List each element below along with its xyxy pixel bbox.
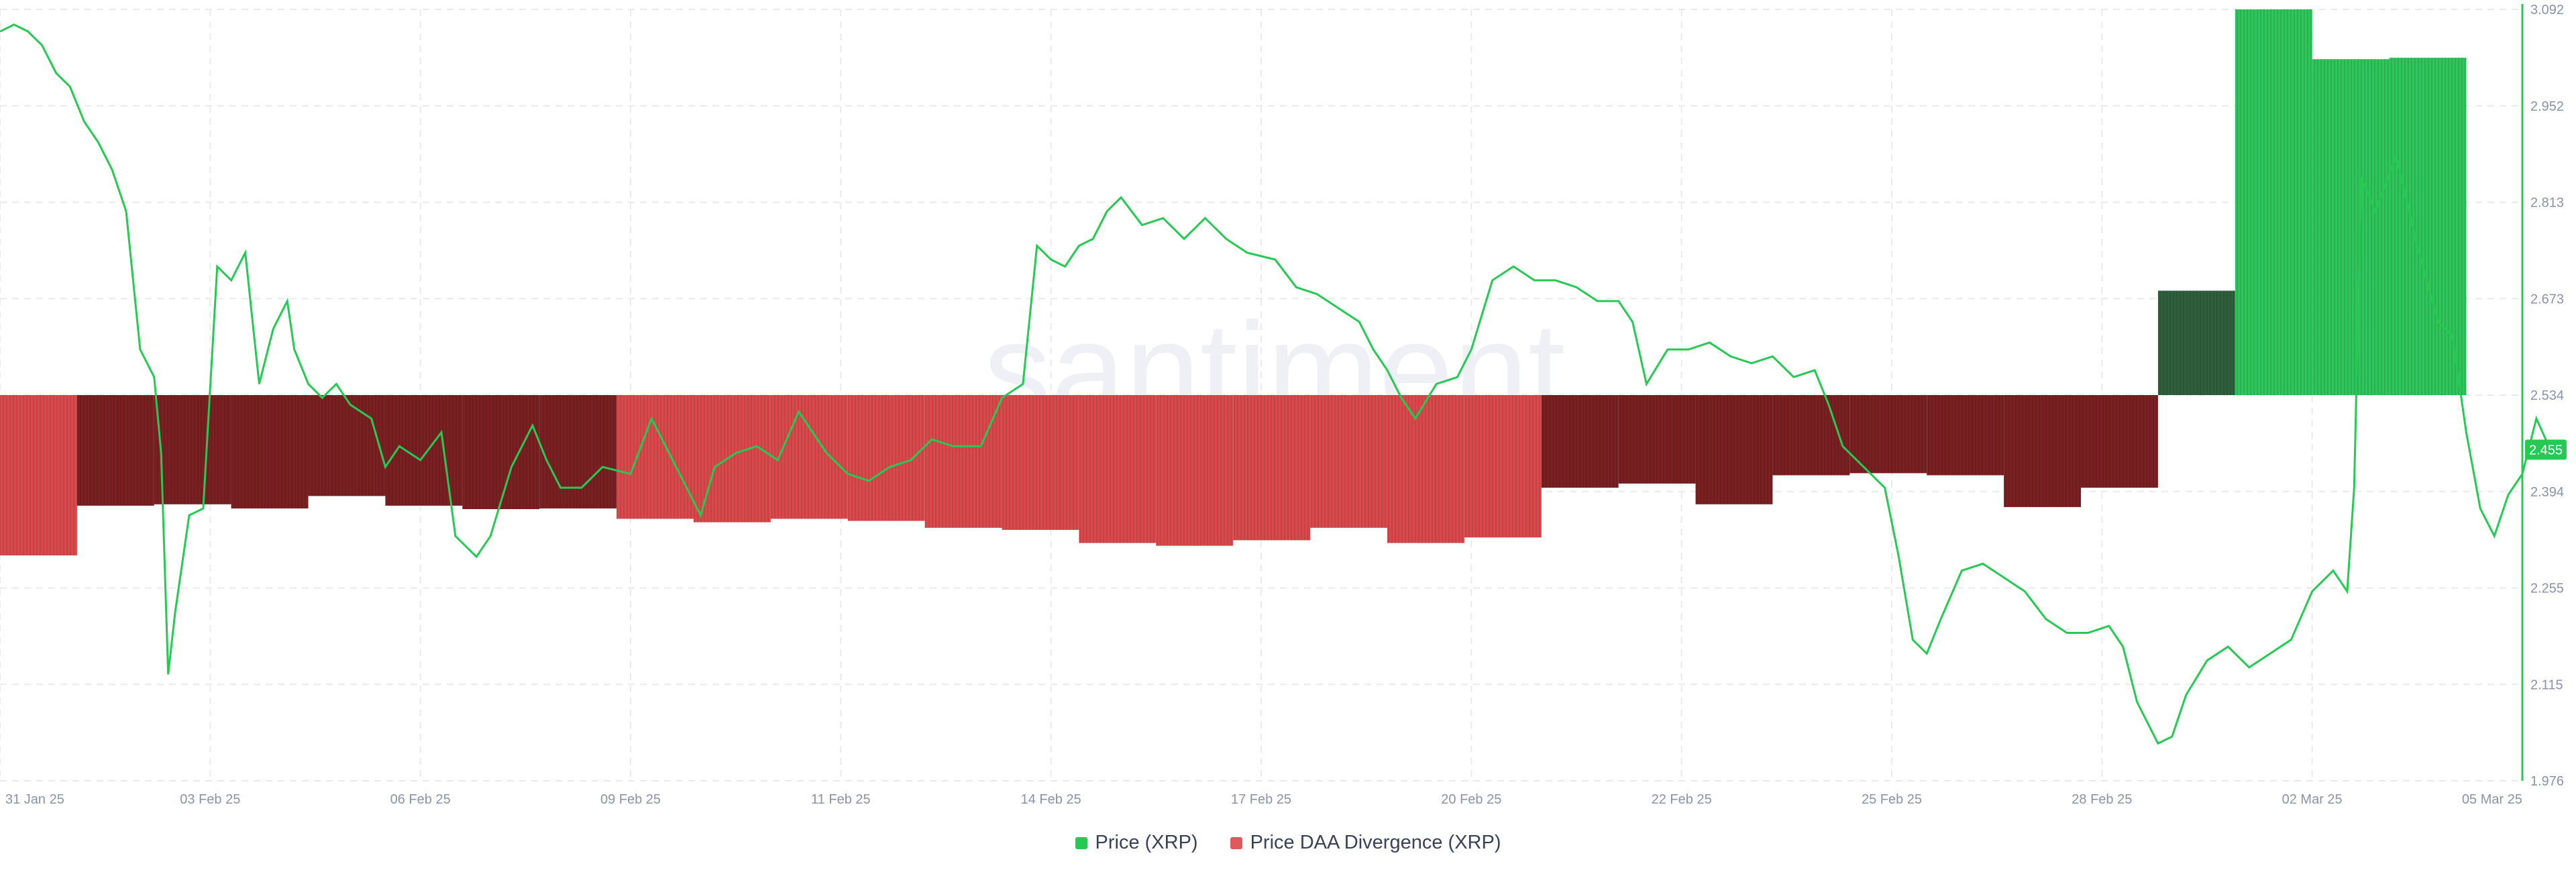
- divergence-bar: [924, 395, 1002, 528]
- y-tick-label: 2.115: [2530, 677, 2563, 692]
- divergence-bar: [616, 395, 694, 519]
- bar-stripes: [0, 9, 2466, 556]
- divergence-bar: [2004, 395, 2081, 507]
- divergence-bar: [1618, 395, 1696, 484]
- divergence-bar: [2235, 9, 2312, 395]
- y-tick-label: 2.952: [2530, 99, 2564, 114]
- divergence-bar: [1695, 395, 1773, 504]
- price-line: [0, 23, 2552, 745]
- divergence-legend-swatch: [1230, 836, 1242, 849]
- x-tick-label: 11 Feb 25: [811, 792, 871, 807]
- divergence-bar: [231, 395, 309, 508]
- y-tick-label: 1.976: [2530, 774, 2564, 789]
- divergence-bar: [1849, 395, 1927, 474]
- x-tick-label: 05 Mar 25: [2462, 792, 2522, 807]
- divergence-bar: [1464, 395, 1542, 538]
- divergence-bars: [0, 9, 2467, 556]
- divergence-bar: [539, 395, 617, 508]
- divergence-bar: [1772, 395, 1850, 476]
- divergence-bar: [1156, 395, 1234, 546]
- legend-item-price[interactable]: Price (XRP): [1075, 832, 1198, 854]
- divergence-bar: [308, 395, 386, 496]
- divergence-bar: [770, 395, 848, 519]
- badge-bg: [2525, 439, 2567, 460]
- divergence-bar: [76, 395, 154, 506]
- x-tick-label: 14 Feb 25: [1021, 792, 1081, 807]
- divergence-bar: [1927, 395, 2004, 476]
- x-tick-label: 06 Feb 25: [390, 792, 451, 807]
- divergence-bar: [1079, 395, 1157, 543]
- divergence-bar: [462, 395, 540, 510]
- y-tick-label: 3.092: [2530, 3, 2564, 17]
- divergence-bar: [2157, 290, 2235, 395]
- chart-canvas: .santiment. 3.0922.9522.8132.6732.5342.3…: [0, 3, 2567, 807]
- last-price-badge: 2.455: [2525, 439, 2567, 460]
- divergence-bar: [0, 395, 77, 556]
- x-tick-label: 17 Feb 25: [1231, 792, 1291, 807]
- x-tick-label: 20 Feb 25: [1441, 792, 1501, 807]
- badge-text: 2.455: [2529, 443, 2563, 457]
- divergence-bar: [2389, 58, 2467, 395]
- y-axis-ticks: 3.092 2.952 2.813 2.673 2.534 2.394 2.255 2.115…: [2530, 3, 2564, 789]
- divergence-bar: [1233, 395, 1311, 541]
- price-legend-swatch: [1075, 836, 1087, 849]
- x-tick-label: 28 Feb 25: [2072, 792, 2132, 807]
- x-tick-label: 03 Feb 25: [180, 792, 240, 807]
- y-tick-label: 2.813: [2530, 196, 2564, 211]
- legend-item-divergence[interactable]: Price DAA Divergence (XRP): [1230, 832, 1501, 854]
- divergence-bar: [1002, 395, 1079, 530]
- divergence-bar: [2081, 395, 2158, 488]
- y-tick-label: 2.255: [2530, 582, 2564, 596]
- divergence-bar: [1541, 395, 1619, 488]
- legend: Price (XRP) Price DAA Divergence (XRP): [0, 832, 2576, 854]
- legend-label-divergence: Price DAA Divergence (XRP): [1250, 832, 1501, 853]
- divergence-bar: [2312, 59, 2390, 396]
- divergence-bar: [154, 395, 231, 504]
- x-tick-label: 22 Feb 25: [1652, 792, 1712, 807]
- x-tick-label: 02 Mar 25: [2282, 792, 2343, 807]
- x-tick-label: 25 Feb 25: [1862, 792, 1922, 807]
- y-tick-label: 2.394: [2530, 485, 2564, 500]
- divergence-bar: [1310, 395, 1387, 528]
- divergence-bar: [1387, 395, 1464, 543]
- x-tick-label: 09 Feb 25: [600, 792, 661, 807]
- divergence-bar: [694, 395, 771, 523]
- y-tick-label: 2.534: [2530, 388, 2564, 403]
- x-axis-ticks: 31 Jan 25 03 Feb 25 06 Feb 25 09 Feb 25 11 F…: [5, 792, 2522, 807]
- x-tick-label: 31 Jan 25: [5, 792, 64, 807]
- legend-label-price: Price (XRP): [1095, 832, 1198, 853]
- y-tick-label: 2.673: [2530, 292, 2564, 307]
